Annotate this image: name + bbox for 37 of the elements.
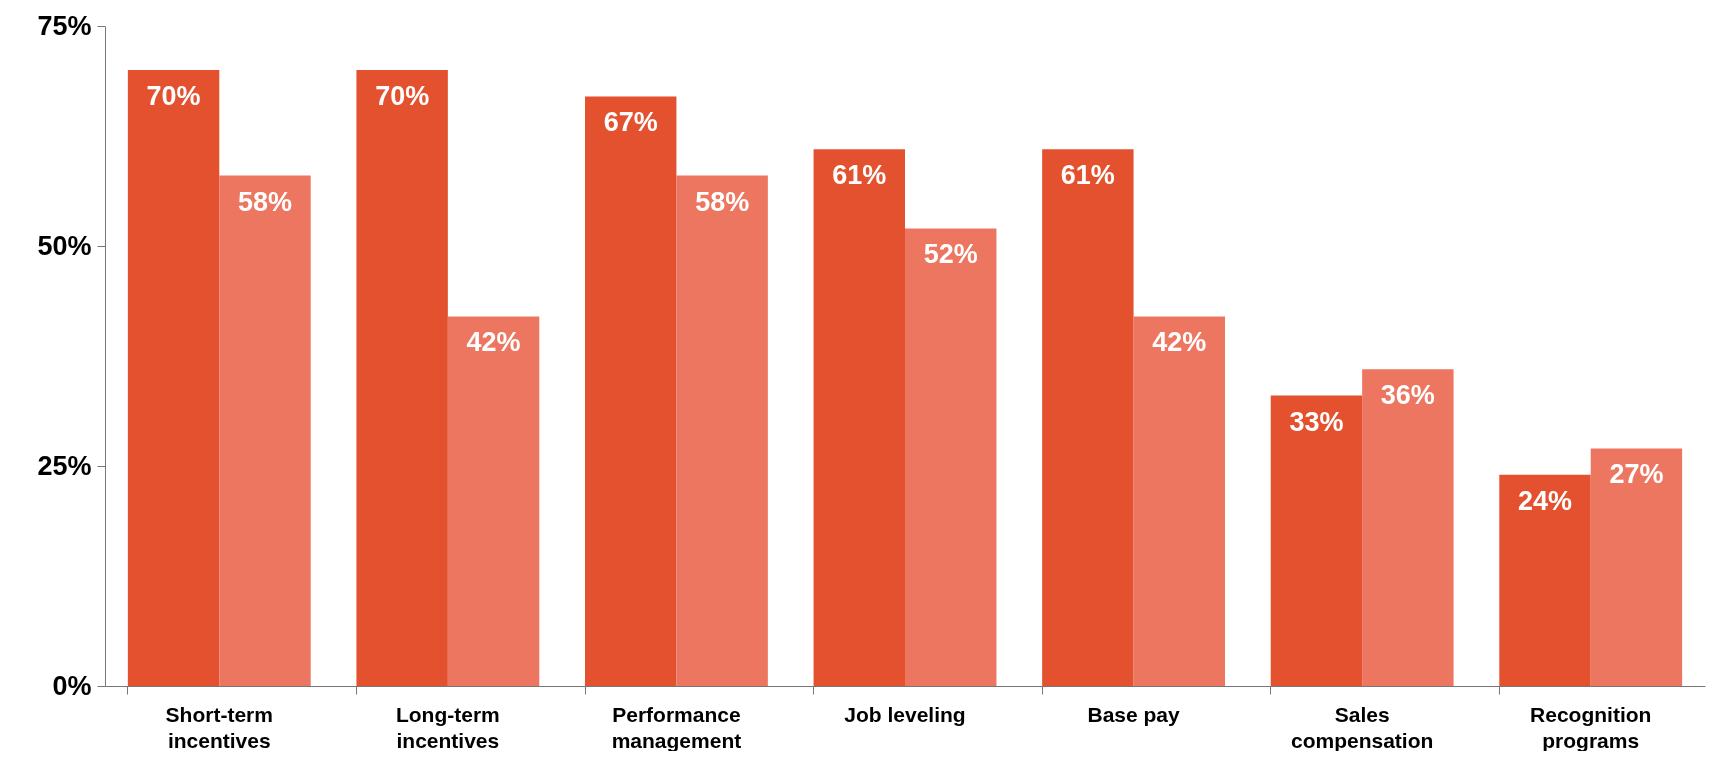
data-label: 61%	[1060, 160, 1115, 191]
data-label: 42%	[1152, 327, 1207, 358]
bar	[1590, 448, 1683, 686]
bar	[1042, 149, 1134, 686]
bar	[905, 228, 997, 686]
data-label: 27%	[1609, 459, 1664, 490]
data-label: 70%	[375, 81, 430, 111]
x-tick-label: Long-term incentives	[395, 702, 500, 752]
bar	[1499, 474, 1591, 686]
bar	[1133, 316, 1225, 686]
data-label: 36%	[1380, 380, 1435, 411]
y-tick-label: 75%	[37, 10, 92, 41]
data-label: 42%	[466, 327, 521, 358]
bar	[1270, 395, 1363, 686]
x-tick-label: Short-term incentives	[165, 702, 273, 752]
data-label: 33%	[1289, 406, 1344, 437]
bar	[356, 70, 448, 686]
x-tick-label: Sales compensation	[1290, 702, 1434, 752]
x-tick-label: Base pay	[1087, 702, 1180, 726]
bar	[219, 175, 311, 686]
data-label: 52%	[923, 239, 978, 270]
bar	[813, 149, 905, 686]
y-tick-label: 25%	[37, 450, 92, 481]
y-tick-label: 50%	[37, 230, 92, 261]
data-label: 24%	[1517, 485, 1573, 516]
data-label: 58%	[237, 186, 293, 217]
data-label: 58%	[695, 186, 750, 217]
bar	[676, 175, 768, 686]
data-label: 61%	[832, 160, 887, 191]
x-tick-label: Job leveling	[844, 702, 966, 726]
bar	[127, 70, 220, 686]
bar	[447, 316, 540, 686]
bar	[1362, 369, 1454, 686]
data-label: 67%	[603, 107, 658, 138]
data-label: 70%	[146, 81, 201, 111]
y-tick-label: 0%	[52, 670, 92, 701]
bar	[585, 96, 677, 686]
